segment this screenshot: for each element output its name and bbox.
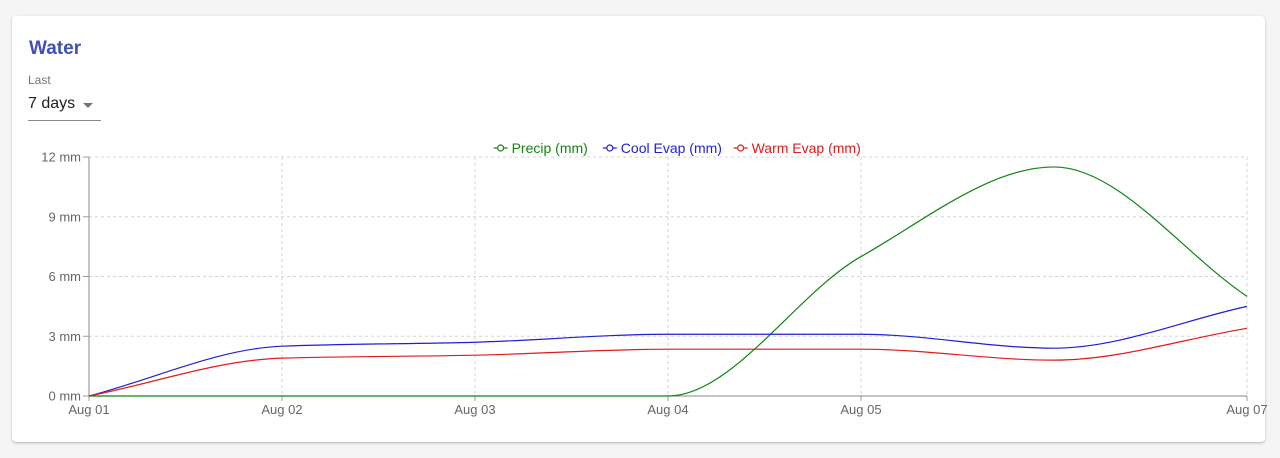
- x-tick-label: Aug 05: [840, 402, 881, 417]
- series-line-cool-evap: [88, 305, 1248, 397]
- range-select-label: Last: [28, 73, 51, 87]
- range-select[interactable]: 7 days: [28, 92, 101, 121]
- legend-label-warm-evap[interactable]: Warm Evap (mm): [752, 140, 861, 156]
- x-tick-label: Aug 02: [261, 402, 302, 417]
- y-tick-label: 6 mm: [49, 269, 82, 284]
- x-tick-label: Aug 01: [68, 402, 109, 417]
- x-tick-label: Aug 04: [647, 402, 688, 417]
- caret-down-icon: [83, 103, 93, 108]
- series-line-precip: [88, 166, 1248, 397]
- legend-marker-cool-evap[interactable]: [606, 144, 614, 152]
- x-tick-label: Aug 07: [1226, 402, 1267, 417]
- legend-marker-precip[interactable]: [497, 144, 505, 152]
- x-tick-label: Aug 03: [454, 402, 495, 417]
- series-line-warm-evap: [88, 327, 1248, 397]
- y-tick-label: 9 mm: [49, 209, 82, 224]
- range-select-value: 7 days: [28, 95, 76, 112]
- y-tick-label: 0 mm: [49, 389, 82, 404]
- y-tick-label: 12 mm: [41, 150, 81, 165]
- y-tick-label: 3 mm: [49, 329, 82, 344]
- legend-marker-warm-evap[interactable]: [736, 144, 745, 152]
- legend-label-cool-evap[interactable]: Cool Evap (mm): [621, 140, 722, 156]
- legend-label-precip[interactable]: Precip (mm): [512, 140, 588, 156]
- water-card: Water Last 7 days: [12, 16, 1265, 442]
- card-title: Water: [29, 38, 82, 59]
